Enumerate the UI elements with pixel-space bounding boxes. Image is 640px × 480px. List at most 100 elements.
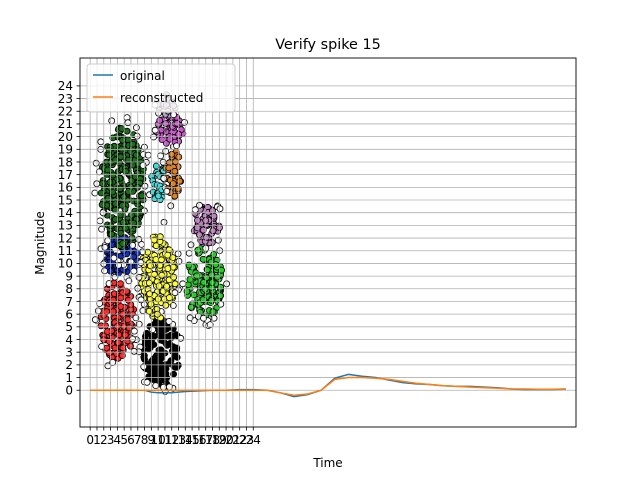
y-tick-label: 15	[58, 193, 73, 207]
scatter-point	[208, 296, 216, 304]
chart-title: Verify spike 15	[275, 37, 381, 53]
scatter-point	[138, 192, 146, 200]
scatter-outlier-point	[179, 280, 187, 288]
scatter-point	[124, 316, 132, 324]
scatter-outlier-point	[96, 217, 104, 225]
scatter-point	[152, 242, 160, 250]
scatter-outlier-point	[109, 358, 117, 366]
x-tick-label: 11	[157, 433, 172, 447]
scatter-point	[162, 120, 170, 127]
scatter-point	[194, 246, 202, 254]
scatter-outlier-point	[167, 202, 175, 210]
series-line-reconstructed	[90, 376, 566, 397]
scatter-point	[97, 189, 105, 197]
y-tick-label: 22	[58, 105, 73, 119]
scatter-point	[109, 308, 117, 316]
scatter-point	[216, 292, 224, 300]
scatter-outlier-point	[214, 236, 222, 244]
scatter-point	[117, 229, 125, 237]
scatter-outlier-point	[108, 117, 116, 125]
scatter-point	[173, 119, 181, 127]
x-tick-label: 12	[164, 433, 179, 447]
y-tick-label: 5	[65, 320, 73, 334]
scatter-outlier-point	[92, 159, 100, 167]
x-tick-label: 3	[107, 433, 115, 447]
scatter-outlier-point	[97, 138, 105, 146]
scatter-outlier-point	[104, 362, 112, 370]
x-axis-label: Time	[312, 456, 342, 470]
scatter-point	[130, 219, 137, 227]
scatter-outlier-point	[94, 307, 102, 315]
scatter-point	[160, 326, 168, 334]
y-tick-label: 21	[58, 117, 73, 131]
scatter-outlier-point	[135, 273, 143, 281]
scatter-outlier-point	[137, 296, 145, 304]
y-tick-label: 12	[58, 231, 73, 245]
legend: original reconstructed	[86, 63, 236, 113]
scatter-point	[133, 197, 141, 205]
scatter-point	[200, 278, 208, 286]
x-tick-label: 7	[134, 433, 142, 447]
scatter-point	[156, 117, 164, 124]
scatter-point	[155, 282, 163, 290]
scatter-outlier-point	[217, 300, 225, 308]
scatter-outlier-point	[104, 237, 112, 245]
scatter-point	[158, 136, 166, 144]
scatter-point	[202, 233, 210, 241]
scatter-outlier-point	[130, 327, 138, 335]
scatter-point	[187, 303, 195, 311]
scatter-point	[119, 240, 127, 248]
scatter-outlier-point	[160, 174, 168, 182]
scatter-outlier-point	[130, 347, 138, 355]
scatter-point	[209, 308, 217, 316]
scatter-point	[185, 261, 193, 269]
scatter-outlier-point	[206, 321, 214, 329]
scatter-outlier-point	[110, 254, 118, 262]
scatter-point	[123, 287, 130, 295]
scatter-point	[147, 300, 155, 308]
y-tick-label: 8	[65, 282, 73, 296]
scatter-point	[117, 303, 125, 310]
scatter-point	[218, 266, 226, 274]
scatter-point	[122, 331, 129, 339]
x-tick-label: 8	[141, 433, 149, 447]
scatter-outlier-point	[169, 302, 177, 309]
x-gridlines	[89, 58, 254, 427]
scatter-outlier-point	[129, 241, 137, 249]
scatter-outlier-point	[132, 124, 140, 131]
scatter-point	[195, 231, 203, 239]
scatter-point	[173, 353, 181, 361]
scatter-outlier-point	[144, 151, 152, 159]
y-tick-label: 14	[58, 206, 73, 220]
scatter-point	[171, 167, 179, 175]
x-tick-label: 2	[100, 433, 108, 447]
scatter-point	[119, 219, 127, 226]
scatter-point	[97, 322, 105, 330]
scatter-point	[140, 353, 148, 361]
x-tick-label: 22	[232, 433, 247, 447]
x-tick-label: 5	[120, 433, 128, 447]
x-tick-label: 15	[184, 433, 199, 447]
scatter-outlier-point	[196, 201, 203, 209]
scatter-point	[160, 370, 168, 378]
scatter-point	[118, 201, 126, 209]
series-lines	[90, 373, 566, 398]
x-tick-label: 6	[127, 433, 135, 447]
scatter-point	[167, 331, 175, 339]
scatter-point	[157, 256, 165, 264]
scatter-outlier-point	[175, 257, 183, 265]
scatter-point	[165, 360, 173, 367]
y-tick-label: 16	[58, 181, 73, 195]
scatter-outlier-point	[139, 161, 147, 169]
scatter-outlier-point	[143, 378, 151, 386]
x-tick-label: 16	[191, 433, 206, 447]
scatter-point	[131, 173, 139, 181]
scatter-point	[201, 285, 209, 293]
y-axis-label: Magnitude	[33, 211, 47, 275]
scatter-point	[150, 332, 158, 340]
scatter-outlier-point	[165, 317, 173, 325]
plot-frame	[79, 57, 577, 428]
scatter-point	[212, 261, 220, 268]
scatter-point	[163, 282, 171, 290]
